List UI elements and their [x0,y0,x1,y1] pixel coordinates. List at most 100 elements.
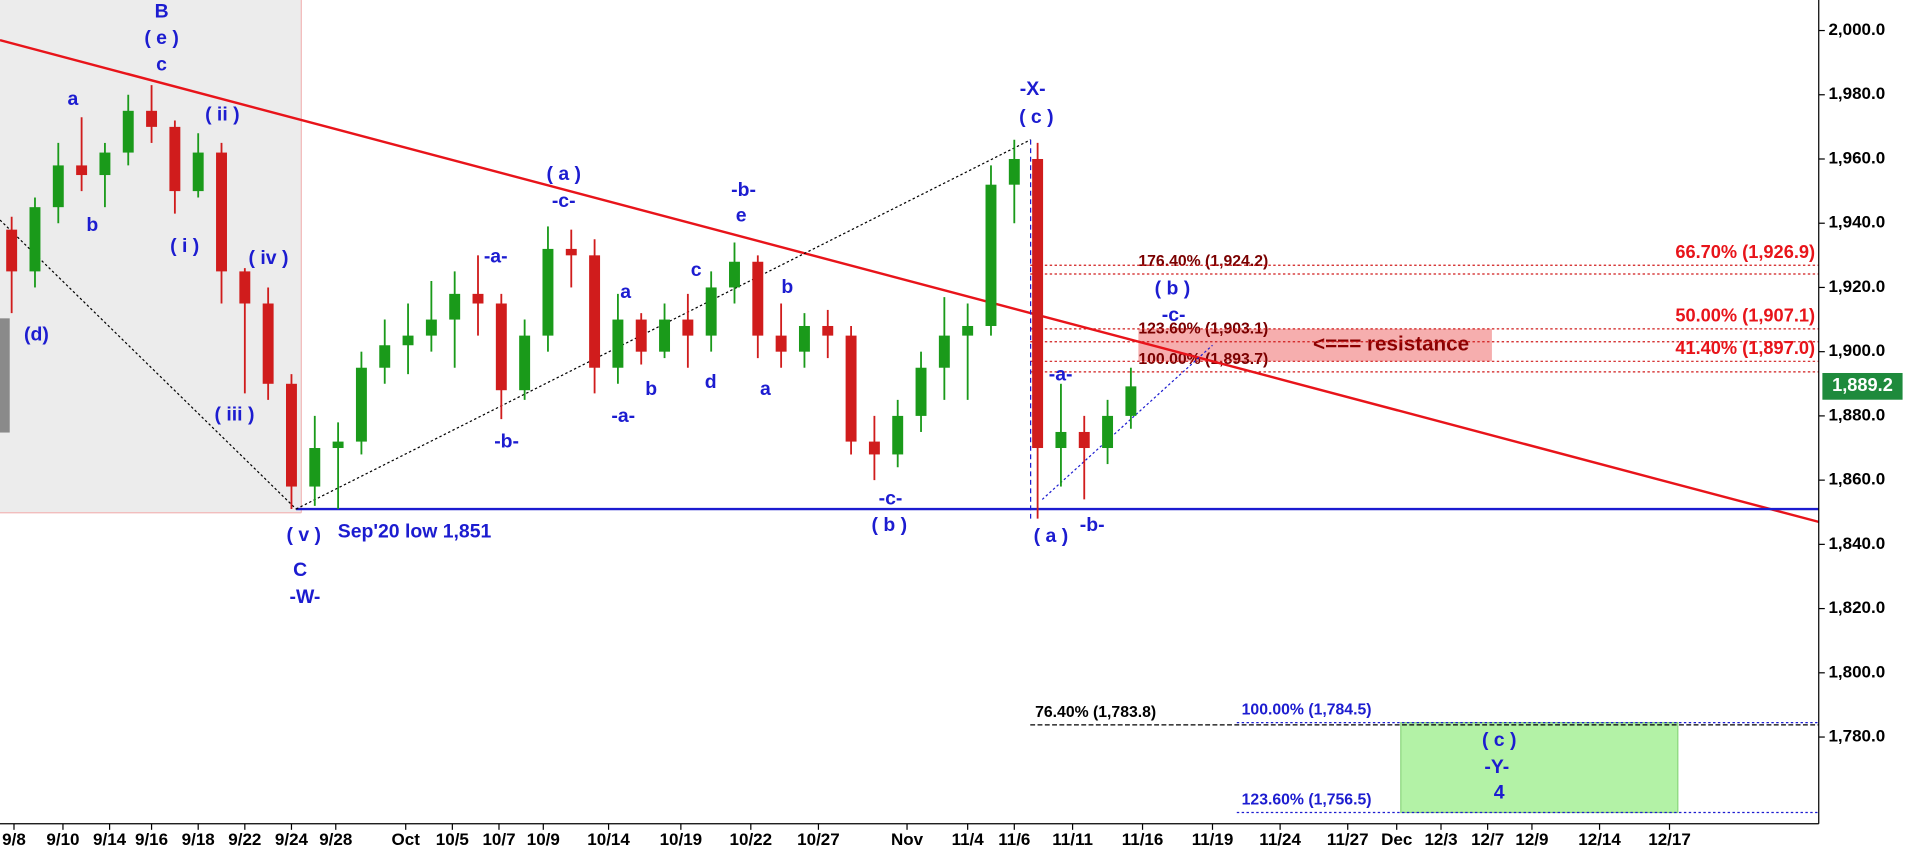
wave-label: (d) [24,323,49,345]
x-tick-label: 10/22 [730,830,773,849]
candle-body [216,152,227,272]
wave-label: ( a ) [546,163,581,185]
wave-label: -b- [494,430,519,452]
x-tick-label: 12/14 [1578,830,1621,849]
candle-body [425,319,437,336]
candle-body [705,287,717,336]
x-tick-label: 10/19 [660,830,703,849]
side-tab [0,318,10,433]
resistance-zone [1138,328,1492,362]
wave-label: c [156,54,167,76]
candle-body [962,325,974,336]
x-tick-label: Dec [1381,830,1412,849]
y-tick-label: 1,820.0 [1828,598,1885,617]
wave-label: a [67,88,78,110]
x-tick-label: 10/27 [797,830,840,849]
candle-body [262,303,274,384]
x-tick-label: 11/4 [952,830,985,849]
x-tick-label: 9/16 [135,830,168,849]
wave-label: -c- [1162,304,1186,326]
last-price-label: 1,889.2 [1832,375,1893,395]
y-tick-label: 1,880.0 [1828,405,1885,424]
x-tick-label: 9/22 [228,830,261,849]
x-tick-label: 9/14 [93,830,127,849]
y-tick-label: 1,960.0 [1828,148,1885,167]
last-price-tag [1822,372,1903,400]
candle-body [1032,158,1044,449]
x-tick-label: 9/28 [319,830,352,849]
candle-body [1102,415,1114,449]
x-tick-label: 10/5 [436,830,469,849]
y-tick-label: 1,900.0 [1828,341,1885,360]
x-tick-label: 9/18 [182,830,215,849]
x-tick-label: 12/7 [1471,830,1504,849]
candle-body [682,319,694,336]
candle-body [402,335,414,346]
target-zone [1400,721,1679,814]
candle-body [332,441,344,449]
x-tick-label: 12/17 [1648,830,1691,849]
x-tick-label: 9/24 [275,830,309,849]
wave-label: ( ii ) [205,104,240,126]
wave-label: -b- [1080,514,1105,536]
wave-label: C [293,559,307,581]
x-tick-label: 11/16 [1122,830,1164,849]
fib-label: 176.40% (1,924.2) [1138,253,1268,270]
fib-label: 41.40% (1,897.0) [1675,338,1815,358]
x-tick-label: 12/3 [1424,830,1457,849]
wave-label: -b- [731,179,756,201]
candle-body [752,261,764,336]
candle-body [52,165,64,208]
wave-label: ( c ) [1482,729,1517,751]
y-tick-label: 1,800.0 [1828,662,1885,681]
candle-body [635,319,647,352]
candle-body [1078,431,1090,449]
candle-body [542,248,554,336]
candle-body [146,110,158,127]
candle-body [565,248,577,256]
trendline [295,139,1031,510]
candle-body [169,126,181,192]
candle-body [449,293,461,320]
x-tick-label: 10/9 [527,830,560,849]
candle-body [729,261,740,288]
y-tick-label: 1,860.0 [1828,470,1885,489]
trendline [0,219,297,510]
candle-body [285,383,297,487]
x-tick-label: Oct [392,830,421,849]
wave-label: B [155,0,169,22]
wave-label: -Y- [1484,756,1509,778]
wave-label: d [705,371,717,393]
candle-body [355,367,367,442]
candle-body [1125,386,1137,416]
candle-body [472,293,484,304]
fib-label: 123.60% (1,903.1) [1138,321,1268,338]
candle-body [985,184,997,326]
wave-label: a [620,281,631,303]
wave-label: -a- [611,405,635,427]
candle-body [868,441,880,455]
candle-body [612,319,624,368]
candle-body [1008,158,1020,185]
x-tick-label: 10/14 [587,830,630,849]
y-tick-label: 1,940.0 [1828,213,1885,232]
wave-label: Sep'20 low 1,851 [338,520,492,542]
y-tick-label: 2,000.0 [1828,20,1885,39]
x-tick-label: 11/24 [1259,830,1301,849]
candle-body [76,165,88,176]
candle-body [892,415,904,455]
x-tick-label: 10/7 [482,830,515,849]
candle-body [822,325,834,336]
wave-label: ( e ) [144,27,179,49]
x-tick-label: 12/9 [1515,830,1548,849]
candle-body [29,207,41,272]
wave-label: -a- [484,246,508,268]
x-tick-label: 11/6 [998,830,1030,849]
candle-body [659,319,671,352]
target-label: 76.40% (1,783.8) [1035,704,1156,721]
wave-label: b [645,378,657,400]
wave-label: ( iv ) [249,247,289,269]
y-tick-label: 1,780.0 [1828,727,1885,746]
